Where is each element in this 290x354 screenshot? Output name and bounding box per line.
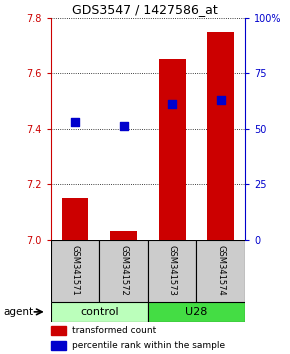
Text: percentile rank within the sample: percentile rank within the sample — [72, 341, 225, 350]
Bar — [110, 231, 137, 240]
Bar — [51, 326, 66, 335]
Bar — [51, 341, 66, 350]
Bar — [51, 302, 148, 322]
Point — [218, 97, 223, 102]
Point — [170, 101, 175, 107]
Bar — [99, 240, 148, 302]
Text: agent: agent — [3, 307, 33, 317]
Bar — [51, 240, 99, 302]
Point — [73, 119, 77, 125]
Text: transformed count: transformed count — [72, 326, 156, 335]
Bar — [62, 198, 88, 240]
Text: GSM341574: GSM341574 — [216, 245, 225, 296]
Text: control: control — [80, 307, 119, 317]
Bar — [148, 302, 245, 322]
Text: GSM341572: GSM341572 — [119, 245, 128, 296]
Bar — [207, 32, 234, 240]
Bar — [197, 240, 245, 302]
Point — [121, 123, 126, 129]
Text: GSM341571: GSM341571 — [70, 245, 79, 296]
Text: U28: U28 — [185, 307, 208, 317]
Text: GDS3547 / 1427586_at: GDS3547 / 1427586_at — [72, 4, 218, 16]
Bar — [159, 59, 186, 240]
Bar — [148, 240, 196, 302]
Text: GSM341573: GSM341573 — [168, 245, 177, 296]
